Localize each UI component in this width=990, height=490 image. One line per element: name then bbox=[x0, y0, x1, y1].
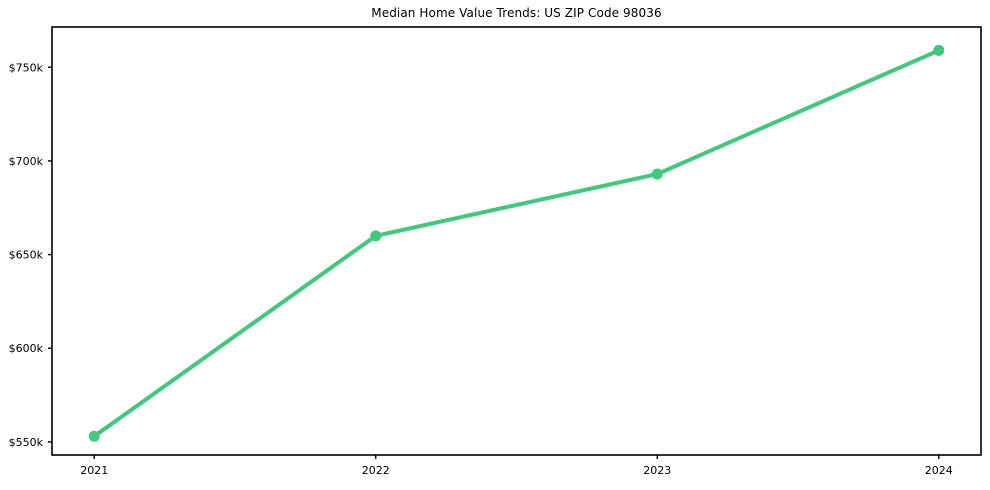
x-tick-label: 2021 bbox=[80, 464, 108, 477]
data-point-marker bbox=[651, 168, 663, 180]
data-point-marker bbox=[370, 230, 382, 242]
x-tick-label: 2024 bbox=[925, 464, 953, 477]
y-tick-label: $650k bbox=[9, 249, 44, 262]
chart-title: Median Home Value Trends: US ZIP Code 98… bbox=[371, 6, 662, 20]
y-tick-label: $550k bbox=[9, 436, 44, 449]
y-tick-label: $700k bbox=[9, 155, 44, 168]
data-point-marker bbox=[88, 430, 100, 442]
plot-border bbox=[51, 26, 982, 456]
x-tick-label: 2022 bbox=[362, 464, 390, 477]
y-tick-label: $600k bbox=[9, 342, 44, 355]
data-point-marker bbox=[933, 44, 945, 56]
trend-line bbox=[92, 48, 941, 439]
x-tick-label: 2023 bbox=[643, 464, 671, 477]
y-tick-label: $750k bbox=[9, 61, 44, 74]
